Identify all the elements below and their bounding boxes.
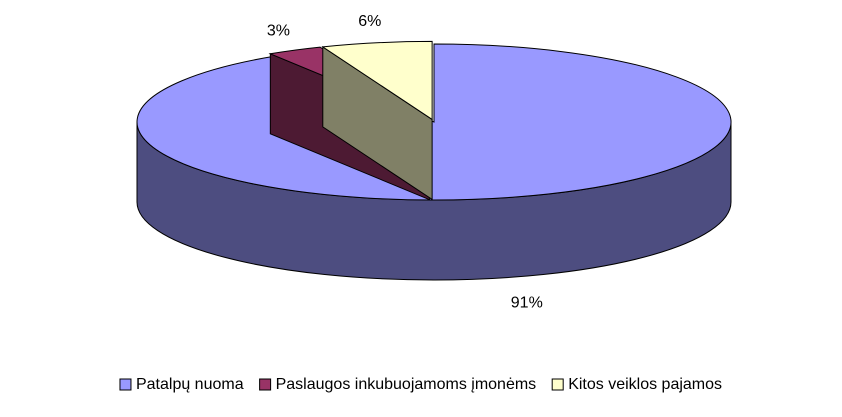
- legend-swatch: [259, 378, 272, 391]
- legend-swatch: [551, 378, 564, 391]
- data-label: 6%: [358, 13, 381, 30]
- legend-swatch: [119, 378, 132, 391]
- pie-slice: [321, 40, 433, 201]
- data-label: 91%: [511, 295, 543, 312]
- pie-slice: [136, 43, 732, 281]
- legend: Patalpų nuoma Paslaugos inkubuojamoms įmo…: [119, 376, 722, 393]
- pie-top: [321, 40, 433, 121]
- legend-label: Patalpų nuoma: [136, 376, 244, 393]
- data-label: 3%: [267, 22, 290, 39]
- pie-top: [136, 43, 732, 201]
- legend-label: Kitos veiklos pajamos: [568, 376, 722, 393]
- legend-label: Paslaugos inkubuojamoms įmonėms: [276, 376, 537, 393]
